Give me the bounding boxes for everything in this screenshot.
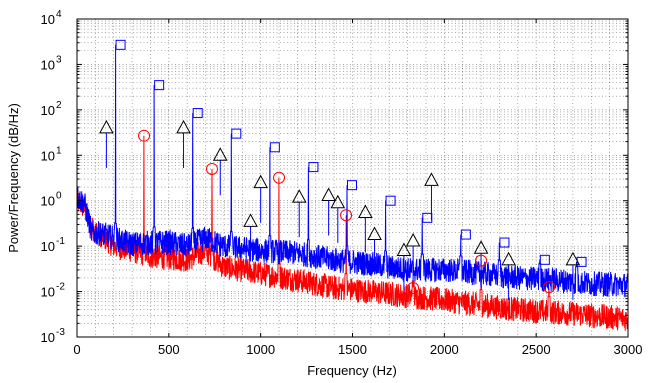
series-layer <box>77 44 628 331</box>
peak-marker-square <box>269 142 280 153</box>
peak-marker-triangle <box>99 119 114 134</box>
y-tick-label: 10 <box>41 194 55 209</box>
x-axis-label: Frequency (Hz) <box>307 363 397 378</box>
y-tick-label: 10 <box>41 285 55 300</box>
y-tick-exponent: 4 <box>56 9 62 20</box>
x-tick-label: 0 <box>73 342 80 357</box>
y-tick-exponent: -1 <box>56 236 65 247</box>
y-tick-exponent: 2 <box>56 100 62 111</box>
peak-marker-circle <box>273 171 286 184</box>
x-tick-label: 500 <box>158 342 180 357</box>
peak-marker-square <box>115 39 126 50</box>
x-tick-labels: 0 500 1000 1500 2000 2500 3000 <box>73 342 642 357</box>
peak-marker-circle <box>138 129 151 142</box>
peak-marker-square <box>385 195 396 206</box>
peak-marker-square <box>499 237 510 248</box>
peak-marker-triangle <box>358 204 373 219</box>
y-tick-label: 10 <box>41 330 55 345</box>
peak-marker-triangle <box>424 172 439 186</box>
peak-marker-circle <box>340 209 353 222</box>
y-tick-exponent: 3 <box>56 54 62 65</box>
peak-marker-triangle <box>367 226 382 241</box>
peak-marker-circle <box>543 281 556 294</box>
ticks <box>76 18 629 338</box>
x-tick-label: 2500 <box>522 342 551 357</box>
y-tick-label: 10 <box>41 57 55 72</box>
x-tick-label: 2000 <box>430 342 459 357</box>
peak-marker-triangle <box>243 213 258 227</box>
marker-layer <box>99 39 587 300</box>
peak-marker-triangle <box>501 251 516 266</box>
peak-marker-triangle <box>212 147 228 161</box>
peak-marker-circle <box>407 281 420 294</box>
peak-marker-square <box>308 162 319 173</box>
peak-marker-square <box>346 180 357 191</box>
peak-marker-triangle <box>405 232 421 247</box>
peak-marker-square <box>460 229 471 240</box>
y-tick-label: 10 <box>41 103 55 118</box>
peak-marker-circle <box>475 254 488 267</box>
peak-marker-square <box>192 108 203 119</box>
peak-marker-triangle <box>176 119 191 134</box>
y-tick-exponent: 1 <box>56 145 62 156</box>
grid <box>77 19 628 337</box>
y-tick-label: 10 <box>41 239 55 254</box>
peak-marker-triangle <box>321 187 336 202</box>
y-tick-exponent: -2 <box>56 282 65 293</box>
peak-marker-square <box>231 128 242 139</box>
peak-marker-triangle <box>291 189 307 203</box>
y-tick-exponent: 0 <box>56 191 62 202</box>
y-axis-label: Power/Frequency (dB/Hz) <box>6 103 21 253</box>
y-tick-exponent: -3 <box>56 327 65 338</box>
peak-marker-square <box>576 256 587 267</box>
peak-marker-square <box>539 254 550 265</box>
peak-marker-circle <box>205 162 218 175</box>
y-tick-label: 10 <box>41 148 55 163</box>
series-line <box>77 44 628 298</box>
peak-marker-square <box>154 80 165 91</box>
x-tick-label: 1500 <box>338 342 367 357</box>
peak-marker-triangle <box>396 242 412 257</box>
y-tick-label: 10 <box>41 12 55 27</box>
series-line <box>77 135 628 331</box>
x-tick-label: 1000 <box>246 342 275 357</box>
x-tick-label: 3000 <box>614 342 643 357</box>
